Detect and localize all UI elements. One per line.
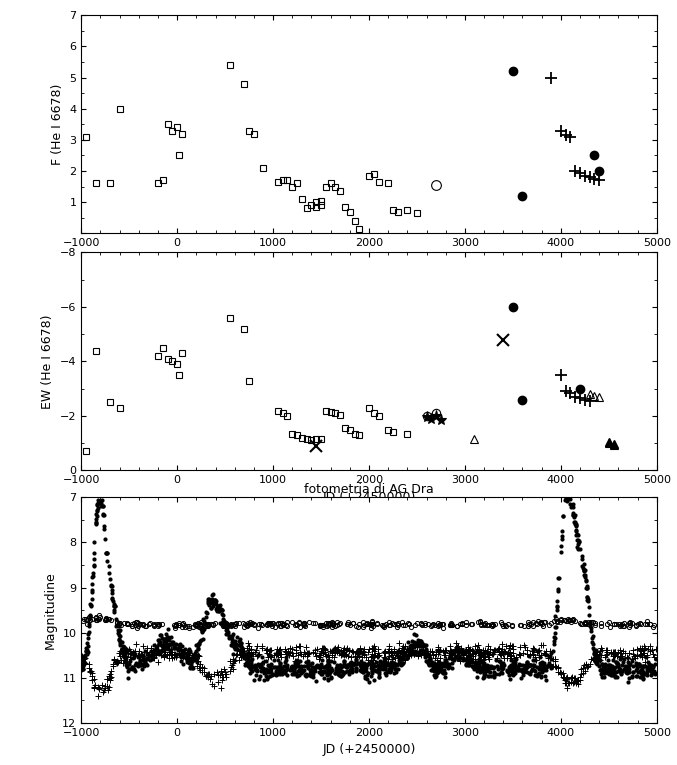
X-axis label: JD (+2450000): JD (+2450000) xyxy=(322,254,416,267)
Y-axis label: F (He I 6678): F (He I 6678) xyxy=(51,83,64,165)
Y-axis label: EW (He I 6678): EW (He I 6678) xyxy=(41,314,54,409)
X-axis label: JD (+2450000): JD (+2450000) xyxy=(322,491,416,504)
Title: fotometria di AG Dra: fotometria di AG Dra xyxy=(304,483,434,496)
Y-axis label: Magnitudine: Magnitudine xyxy=(44,571,57,649)
X-axis label: JD (+2450000): JD (+2450000) xyxy=(322,744,416,757)
